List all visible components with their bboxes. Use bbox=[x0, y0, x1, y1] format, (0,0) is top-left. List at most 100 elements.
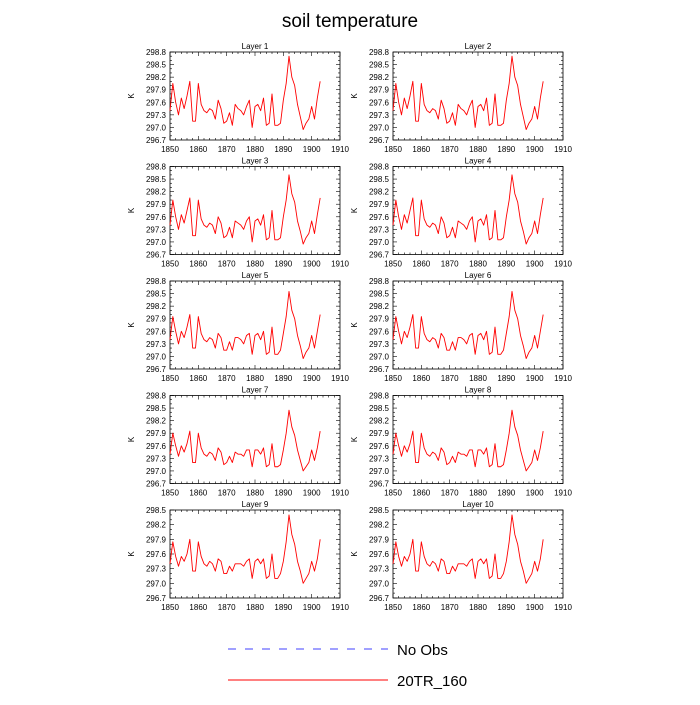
series-line-20tr-160 bbox=[169, 174, 321, 245]
y-tick-label: 297.0 bbox=[146, 352, 167, 361]
y-tick-label: 297.0 bbox=[146, 238, 167, 247]
plot-frame bbox=[392, 166, 564, 255]
x-tick-label: 1880 bbox=[469, 603, 487, 612]
panel-5: Layer 5 K 298.8 298.5 298.2 297.9 297.6 297.3 29… bbox=[127, 271, 349, 383]
panel-title: Layer 10 bbox=[462, 500, 494, 509]
y-tick-label: 297.6 bbox=[369, 98, 390, 107]
series-line-20tr-160 bbox=[169, 291, 321, 359]
y-tick-label: 297.3 bbox=[146, 111, 167, 120]
y-tick-label: 297.0 bbox=[369, 579, 390, 588]
x-tick-label: 1900 bbox=[303, 260, 321, 269]
x-tick-label: 1900 bbox=[303, 145, 321, 154]
y-tick-label: 297.3 bbox=[369, 565, 390, 574]
x-tick-label: 1860 bbox=[189, 603, 207, 612]
x-tick-label: 1880 bbox=[469, 374, 487, 383]
y-axis-label: K bbox=[127, 551, 136, 557]
x-tick-label: 1850 bbox=[384, 145, 402, 154]
y-tick-label: 297.9 bbox=[369, 315, 390, 324]
x-tick-label: 1870 bbox=[218, 260, 236, 269]
x-tick-label: 1870 bbox=[441, 489, 459, 498]
x-tick-label: 1900 bbox=[526, 145, 544, 154]
legend: No Obs 20TR_160 bbox=[228, 642, 467, 690]
y-tick-label: 298.5 bbox=[369, 506, 390, 515]
y-tick-label: 298.2 bbox=[369, 521, 390, 530]
x-tick-label: 1860 bbox=[412, 145, 430, 154]
y-axis-label: K bbox=[350, 551, 359, 557]
x-tick-label: 1880 bbox=[246, 489, 264, 498]
y-tick-label: 297.3 bbox=[146, 454, 167, 463]
x-tick-label: 1870 bbox=[441, 145, 459, 154]
x-tick-label: 1900 bbox=[526, 489, 544, 498]
x-tick-label: 1880 bbox=[469, 260, 487, 269]
series-line-20tr-160 bbox=[169, 409, 321, 472]
y-tick-label: 297.6 bbox=[146, 327, 167, 336]
y-tick-label: 298.5 bbox=[146, 61, 167, 70]
y-tick-label: 297.0 bbox=[369, 123, 390, 132]
y-tick-label: 297.6 bbox=[369, 327, 390, 336]
y-tick-label: 298.5 bbox=[146, 404, 167, 413]
x-tick-label: 1910 bbox=[331, 374, 349, 383]
x-tick-label: 1870 bbox=[441, 374, 459, 383]
x-tick-label: 1910 bbox=[554, 603, 572, 612]
x-tick-label: 1860 bbox=[412, 603, 430, 612]
x-tick-label: 1890 bbox=[274, 145, 292, 154]
x-tick-label: 1860 bbox=[189, 374, 207, 383]
series-line-20tr-160 bbox=[392, 174, 544, 245]
x-tick-label: 1890 bbox=[497, 603, 515, 612]
y-tick-label: 298.2 bbox=[369, 188, 390, 197]
x-tick-label: 1880 bbox=[246, 145, 264, 154]
y-tick-label: 298.8 bbox=[146, 277, 167, 286]
x-tick-label: 1850 bbox=[161, 260, 179, 269]
x-tick-label: 1870 bbox=[218, 374, 236, 383]
panel-2: Layer 2 K 298.8 298.5 298.2 297.9 297.6 297.3 29… bbox=[350, 42, 572, 154]
y-tick-label: 297.6 bbox=[146, 98, 167, 107]
x-tick-label: 1870 bbox=[218, 603, 236, 612]
y-tick-label: 298.8 bbox=[146, 48, 167, 57]
x-tick-label: 1910 bbox=[554, 489, 572, 498]
plot-frame bbox=[169, 51, 341, 141]
x-tick-label: 1910 bbox=[331, 489, 349, 498]
y-tick-label: 298.8 bbox=[146, 392, 167, 401]
x-tick-label: 1860 bbox=[189, 145, 207, 154]
y-tick-label: 297.0 bbox=[369, 352, 390, 361]
x-tick-label: 1860 bbox=[412, 260, 430, 269]
plot-frame bbox=[169, 509, 341, 599]
y-tick-label: 297.9 bbox=[369, 86, 390, 95]
x-tick-label: 1880 bbox=[469, 489, 487, 498]
x-tick-label: 1890 bbox=[497, 489, 515, 498]
y-tick-label: 297.6 bbox=[369, 442, 390, 451]
series-line-20tr-160 bbox=[392, 55, 544, 130]
y-tick-label: 298.2 bbox=[146, 73, 167, 82]
x-tick-label: 1900 bbox=[303, 489, 321, 498]
x-tick-label: 1850 bbox=[161, 489, 179, 498]
x-tick-label: 1900 bbox=[303, 374, 321, 383]
x-tick-label: 1870 bbox=[441, 260, 459, 269]
x-tick-label: 1850 bbox=[161, 145, 179, 154]
y-tick-label: 296.7 bbox=[146, 480, 167, 489]
x-tick-label: 1890 bbox=[497, 374, 515, 383]
panel-title: Layer 6 bbox=[465, 271, 492, 280]
figure-title: soil temperature bbox=[282, 11, 418, 32]
y-tick-label: 297.6 bbox=[369, 550, 390, 559]
y-axis-label: K bbox=[127, 207, 136, 213]
panel-title: Layer 3 bbox=[242, 157, 269, 166]
y-tick-label: 298.2 bbox=[146, 188, 167, 197]
y-tick-label: 297.0 bbox=[146, 467, 167, 476]
plot-frame bbox=[392, 509, 564, 599]
x-tick-label: 1890 bbox=[274, 489, 292, 498]
plot-frame bbox=[392, 280, 564, 370]
y-tick-label: 297.9 bbox=[369, 200, 390, 209]
y-tick-label: 298.8 bbox=[369, 277, 390, 286]
x-tick-label: 1860 bbox=[412, 374, 430, 383]
y-tick-label: 297.3 bbox=[369, 111, 390, 120]
y-tick-label: 296.7 bbox=[146, 136, 167, 145]
x-tick-label: 1880 bbox=[246, 260, 264, 269]
y-tick-label: 297.3 bbox=[369, 454, 390, 463]
y-tick-label: 296.7 bbox=[369, 365, 390, 374]
y-tick-label: 297.0 bbox=[146, 579, 167, 588]
panel-title: Layer 8 bbox=[465, 386, 492, 395]
y-tick-label: 297.6 bbox=[146, 213, 167, 222]
y-tick-label: 297.3 bbox=[369, 225, 390, 234]
